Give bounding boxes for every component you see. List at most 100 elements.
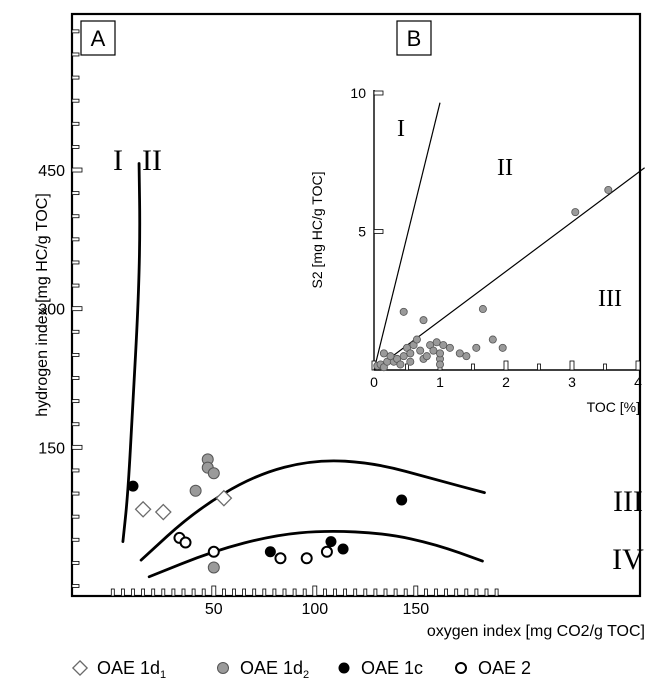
b-x-tick-label: 2 [502,374,510,390]
x-tick-label: 100 [301,601,328,618]
marker-oae-1c [264,546,276,558]
y-tick [71,514,80,519]
x-tick [211,585,217,597]
marker-oae-2 [274,552,287,565]
x-tick [292,588,297,597]
b-point [422,352,431,361]
x-tick [434,588,438,597]
panel-b-tick-labels: 0 1 2 3 4 5 10 [350,85,642,390]
b-point [399,307,408,316]
y-tick [71,145,80,149]
b-point [419,316,428,325]
panel-b-x-axis-label: TOC [%] [587,399,640,415]
x-tick-label: 50 [205,601,223,618]
panel-a-x-axis-label: oxygen index [mg CO2/g TOC] [427,623,645,640]
kerogen-label-i: I [113,144,123,177]
x-tick [181,588,186,597]
y-tick [71,468,80,473]
x-tick [262,588,267,597]
x-tick [272,588,277,597]
y-tick [71,560,80,565]
panel-a-kerogen-curves [121,162,486,579]
panel-a-frame [70,12,642,598]
b-point [571,208,580,217]
marker-oae-1d2 [207,467,220,480]
y-tick [71,422,80,427]
y-tick [71,491,80,496]
y-tick [71,283,80,288]
y-tick-label: 450 [38,163,65,180]
x-tick [494,588,499,597]
b-y-tick [373,90,384,96]
b-point [455,349,464,358]
b-x-tick [503,360,509,371]
y-tick [71,98,80,103]
panel-b-y-axis-label: S2 [mg HC/g TOC] [309,172,325,289]
marker-oae-1d1 [215,489,233,507]
b-point [435,360,444,369]
panel-a-y-axis-label: hydrogen index [mg HC/g TOC] [34,193,51,417]
x-tick [282,588,287,597]
x-tick [484,588,489,597]
y-tick [71,191,80,196]
marker-oae-2 [207,545,220,558]
b-point [406,349,415,358]
y-tick [71,329,80,334]
b-x-tick-label: 1 [436,374,444,390]
kerogen-label-ii: II [142,144,162,177]
y-tick [71,306,83,312]
panel-b-kerogen-label-ii: II [497,155,513,181]
panel-b-data-points [373,185,613,372]
x-tick [242,588,247,597]
y-tick [71,399,80,404]
legend-label: OAE 1d2 [240,658,309,681]
marker-oae-1c [396,494,408,506]
x-tick [464,588,469,597]
marker-oae-1c [338,662,350,674]
b-point [379,349,388,358]
panel-b-kerogen-label-iii: III [598,286,622,312]
x-tick [121,588,125,597]
kerogen-label-iii: III [613,485,643,518]
b-y-tick-label: 10 [350,85,366,101]
kerogen-curve-iii [139,459,486,562]
panel-a-data-points [127,453,408,574]
b-point [432,338,441,347]
x-tick [221,588,226,597]
panel-b-ticks [371,90,641,371]
x-tick [444,588,449,597]
x-tick [383,588,388,597]
y-tick [71,214,80,219]
b-x-tick-label: 4 [634,374,642,390]
b-point [399,352,408,361]
b-x-tick-label: 0 [370,374,378,390]
x-tick [393,588,398,597]
kerogen-curve-i-ii [121,162,142,544]
marker-oae-1d1 [154,503,172,521]
b-x-tick-label: 3 [568,374,576,390]
y-tick [71,444,83,450]
x-tick [333,588,337,597]
b-point [488,335,497,344]
legend: OAE 1d1 OAE 1d2 OAE 1c OAE 2 [71,658,531,681]
x-tick [353,588,358,597]
b-point [412,335,421,344]
marker-oae-2 [179,536,192,549]
x-tick [171,588,176,597]
x-tick [141,588,146,597]
x-tick [151,588,156,597]
x-tick [232,588,236,597]
legend-label: OAE 1c [361,658,423,678]
b-point [478,305,487,314]
y-tick [71,537,80,542]
b-point [472,343,481,352]
panel-a-label-box: A [80,20,116,56]
x-tick [322,588,327,597]
kerogen-label-iv: IV [612,543,644,576]
panel-b-label: B [407,26,422,51]
marker-oae-1c [325,536,337,548]
b-point [445,343,454,352]
panel-b-kerogen-label-i: I [397,116,405,142]
